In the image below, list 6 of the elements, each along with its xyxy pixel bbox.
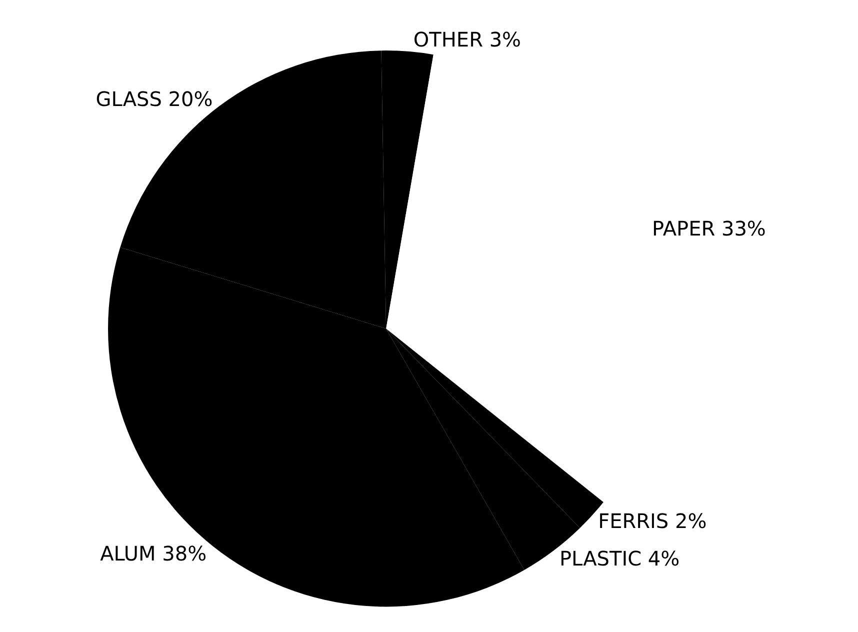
- slice-label: ALUM 38%: [100, 541, 207, 566]
- slice-label: FERRIS 2%: [598, 508, 707, 533]
- slice-label: PLASTIC 4%: [559, 546, 680, 570]
- slice-label: PAPER 33%: [652, 216, 766, 240]
- slice-label: GLASS 20%: [96, 86, 213, 111]
- slice-label: OTHER 3%: [413, 27, 522, 52]
